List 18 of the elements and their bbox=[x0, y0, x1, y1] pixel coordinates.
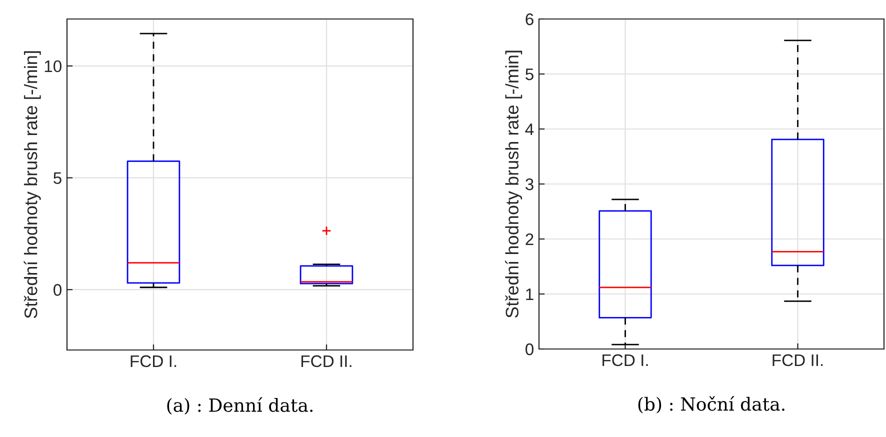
x-tick-label: FCD II. bbox=[301, 355, 352, 368]
y-axis-title: Střední hodnoty brush rate [-/min] bbox=[505, 50, 522, 318]
x-tick-label: FCD I. bbox=[602, 354, 648, 366]
x-tick-label: FCD I. bbox=[130, 355, 176, 368]
y-tick-label: 1 bbox=[526, 288, 534, 300]
text: (a) : Denní data. bbox=[167, 397, 313, 415]
y-axis-title: Střední hodnoty brush rate [-/min] bbox=[24, 51, 41, 318]
y-tick-label: 4 bbox=[525, 124, 534, 136]
y-tick-label: 0 bbox=[526, 343, 534, 356]
y-tick-label: 10 bbox=[44, 60, 62, 72]
y-tick-label: 5 bbox=[526, 68, 534, 80]
y-tick-label: 2 bbox=[526, 233, 534, 246]
x-tick-label: FCD II. bbox=[772, 354, 823, 366]
y-tick-label: 0 bbox=[54, 284, 62, 296]
text: (b) : Noční data. bbox=[638, 396, 784, 414]
y-tick-label: 3 bbox=[526, 178, 534, 190]
y-tick-label: 5 bbox=[54, 172, 62, 184]
y-tick-label: 6 bbox=[526, 13, 534, 26]
